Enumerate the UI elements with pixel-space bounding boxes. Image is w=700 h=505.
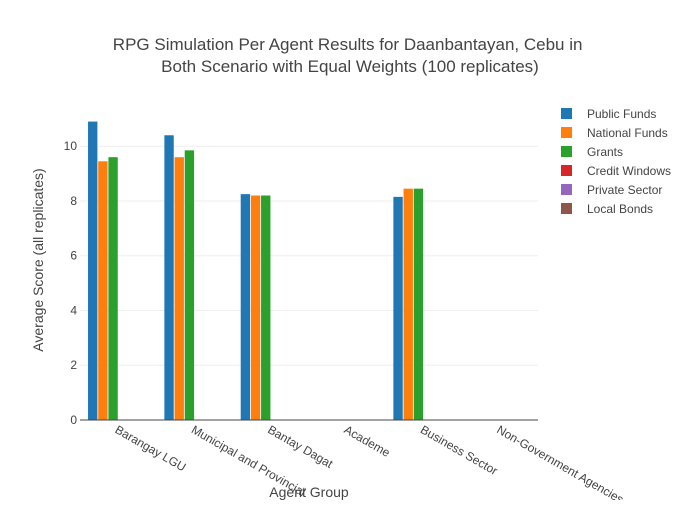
legend-label: National Funds xyxy=(587,126,668,140)
y-tick-label: 0 xyxy=(70,413,77,427)
legend-label: Private Sector xyxy=(587,183,662,197)
y-tick-label: 4 xyxy=(70,303,77,317)
x-tick-label: Barangay LGU xyxy=(113,422,189,474)
y-axis-title: Average Score (all replicates) xyxy=(30,168,46,351)
bar[interactable] xyxy=(393,196,403,420)
x-tick-label: Academe xyxy=(342,422,393,460)
legend-item[interactable]: Local Bonds xyxy=(561,202,653,216)
legend-label: Credit Windows xyxy=(587,164,671,178)
x-tick-label: Business Sector xyxy=(418,422,500,477)
chart-title-line-1: RPG Simulation Per Agent Results for Daa… xyxy=(113,35,583,54)
bar[interactable] xyxy=(174,157,184,420)
bar-layer xyxy=(88,121,424,421)
y-tick-label: 6 xyxy=(70,249,77,263)
legend-item[interactable]: National Funds xyxy=(561,126,668,140)
legend-item[interactable]: Credit Windows xyxy=(561,164,671,178)
legend-label: Local Bonds xyxy=(587,202,653,216)
legend-swatch xyxy=(561,127,572,138)
legend-swatch xyxy=(561,203,572,214)
legend-item[interactable]: Grants xyxy=(561,145,623,159)
legend-item[interactable]: Private Sector xyxy=(561,183,662,197)
legend-label: Grants xyxy=(587,145,623,159)
legend-swatch xyxy=(561,146,572,157)
bar[interactable] xyxy=(261,195,271,420)
bar[interactable] xyxy=(98,161,108,420)
grid-layer xyxy=(80,145,538,366)
x-tick-labels: Barangay LGU Municipal and ProvincialBant… xyxy=(113,422,626,505)
legend-swatch xyxy=(561,108,572,119)
bar[interactable] xyxy=(164,135,174,420)
legend-swatch xyxy=(561,165,572,176)
bar[interactable] xyxy=(108,157,118,420)
legend-swatch xyxy=(561,184,572,195)
y-tick-labels: 0 2 4 6 8 10 xyxy=(64,139,78,427)
legend-item[interactable]: Public Funds xyxy=(561,107,656,121)
bar[interactable] xyxy=(413,188,424,420)
bar[interactable] xyxy=(250,195,261,420)
legend[interactable]: Public Funds National Funds Grants Credit W… xyxy=(561,107,671,216)
chart-title-line-2: Both Scenario with Equal Weights (100 re… xyxy=(161,57,539,76)
x-tick-label: Bantay Dagat xyxy=(265,422,336,471)
bar[interactable] xyxy=(240,194,251,420)
legend-label: Public Funds xyxy=(587,107,656,121)
bar[interactable] xyxy=(184,150,195,420)
y-tick-label: 8 xyxy=(70,194,77,208)
bar[interactable] xyxy=(403,188,413,420)
x-axis-title: Agent Group xyxy=(269,484,349,500)
y-tick-label: 10 xyxy=(64,139,78,153)
y-tick-label: 2 xyxy=(70,358,77,372)
x-tick-label: Non-Government Agencies xyxy=(494,422,626,500)
chart-title: RPG Simulation Per Agent Results for Daa… xyxy=(113,35,587,76)
bar[interactable] xyxy=(88,121,98,421)
